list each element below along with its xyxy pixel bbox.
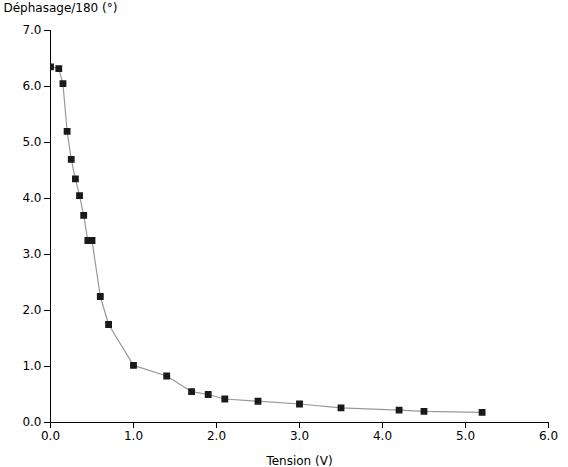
svg-text:1.0: 1.0: [22, 359, 41, 373]
svg-text:3.0: 3.0: [290, 429, 309, 443]
svg-text:7.0: 7.0: [22, 23, 41, 37]
svg-text:4.0: 4.0: [22, 191, 41, 205]
svg-text:1.0: 1.0: [124, 429, 143, 443]
svg-text:4.0: 4.0: [373, 429, 392, 443]
svg-text:Déphasage/180 (°): Déphasage/180 (°): [4, 1, 118, 15]
svg-text:Tension (V): Tension (V): [265, 454, 332, 467]
svg-text:6.0: 6.0: [539, 429, 558, 443]
svg-text:2.0: 2.0: [22, 303, 41, 317]
svg-text:5.0: 5.0: [456, 429, 475, 443]
svg-text:3.0: 3.0: [22, 247, 41, 261]
svg-text:5.0: 5.0: [22, 135, 41, 149]
svg-text:0.0: 0.0: [22, 415, 41, 429]
svg-text:0.0: 0.0: [41, 429, 60, 443]
svg-text:2.0: 2.0: [207, 429, 226, 443]
svg-text:6.0: 6.0: [22, 79, 41, 93]
